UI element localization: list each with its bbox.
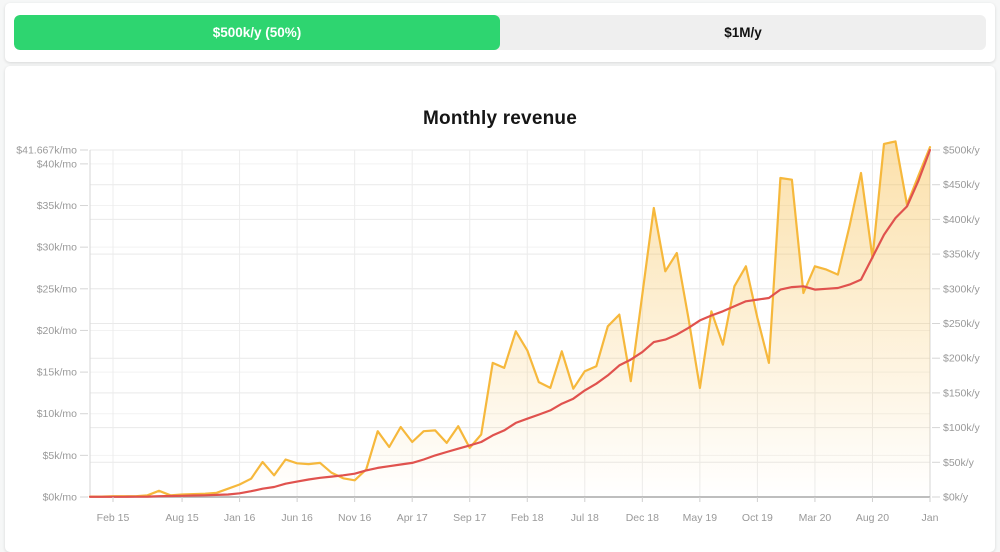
x-axis-tick-label: Aug 20 [856, 512, 889, 524]
monthly-revenue-chart: $41.667k/mo$40k/mo $35k/mo $30k/mo $25k/mo $… [16, 140, 981, 524]
goal-target-segment[interactable]: $1M/y [500, 15, 986, 50]
x-axis-tick-label: Dec 18 [626, 512, 659, 524]
right-axis-tick-label: $300k/y [943, 283, 981, 295]
right-axis-tick-label: $400k/y [943, 214, 981, 226]
left-axis-tick-label: $41.667k/mo [16, 145, 77, 157]
left-axis-tick-label: $0k/mo [43, 492, 78, 504]
x-axis-tick-label: Aug 15 [165, 512, 198, 524]
right-axis-tick-label: $50k/y [943, 457, 975, 469]
chart-title: Monthly revenue [423, 108, 577, 129]
x-axis-tick-label: Mar 20 [799, 512, 832, 524]
right-axis-tick-label: $500k/y [943, 145, 981, 157]
x-axis-tick-label: May 19 [683, 512, 718, 524]
right-axis-tick-label: $350k/y [943, 249, 981, 261]
goal-progress-track: $500k/y (50%) $1M/y [14, 15, 986, 50]
right-axis-tick-label: $0k/y [943, 492, 969, 504]
x-axis-tick-label: Feb 18 [511, 512, 544, 524]
x-axis-tick-label: Jan 16 [224, 512, 256, 524]
goal-target-label: $1M/y [724, 25, 762, 40]
left-axis-tick-label: $5k/mo [43, 450, 78, 462]
x-axis-tick-label: Jul 18 [571, 512, 599, 524]
x-axis-tick-label: Nov 16 [338, 512, 371, 524]
left-axis-tick-label: $30k/mo [37, 242, 77, 254]
left-axis-tick-label: $10k/mo [37, 408, 77, 420]
right-axis-tick-label: $250k/y [943, 318, 981, 330]
right-axis-tick-label: $100k/y [943, 422, 981, 434]
right-axis-tick-label: $450k/y [943, 179, 981, 191]
left-axis-tick-label: $15k/mo [37, 367, 77, 379]
left-axis-tick-label: $40k/mo [37, 158, 77, 170]
x-axis-tick-label: Sep 17 [453, 512, 486, 524]
left-axis-tick-label: $35k/mo [37, 200, 77, 212]
left-axis-tick-label: $20k/mo [37, 325, 77, 337]
goal-progress-card: $500k/y (50%) $1M/y [5, 3, 995, 62]
right-axis-tick-label: $150k/y [943, 387, 981, 399]
x-axis-tick-label: Oct 19 [742, 512, 773, 524]
x-axis-tick-label: Feb 15 [97, 512, 130, 524]
x-axis-tick-label: Jun 16 [281, 512, 313, 524]
x-axis-tick-label: Jan [922, 512, 939, 524]
monthly-revenue-card: Monthly revenue $41.667k/mo $40k/mo $35k/m… [5, 66, 995, 552]
goal-progress-fill[interactable]: $500k/y (50%) [14, 15, 500, 50]
x-axis-tick-label: Apr 17 [397, 512, 428, 524]
right-axis-tick-label: $200k/y [943, 353, 981, 365]
left-axis-tick-label: $25k/mo [37, 283, 77, 295]
goal-current-label: $500k/y (50%) [212, 25, 302, 40]
